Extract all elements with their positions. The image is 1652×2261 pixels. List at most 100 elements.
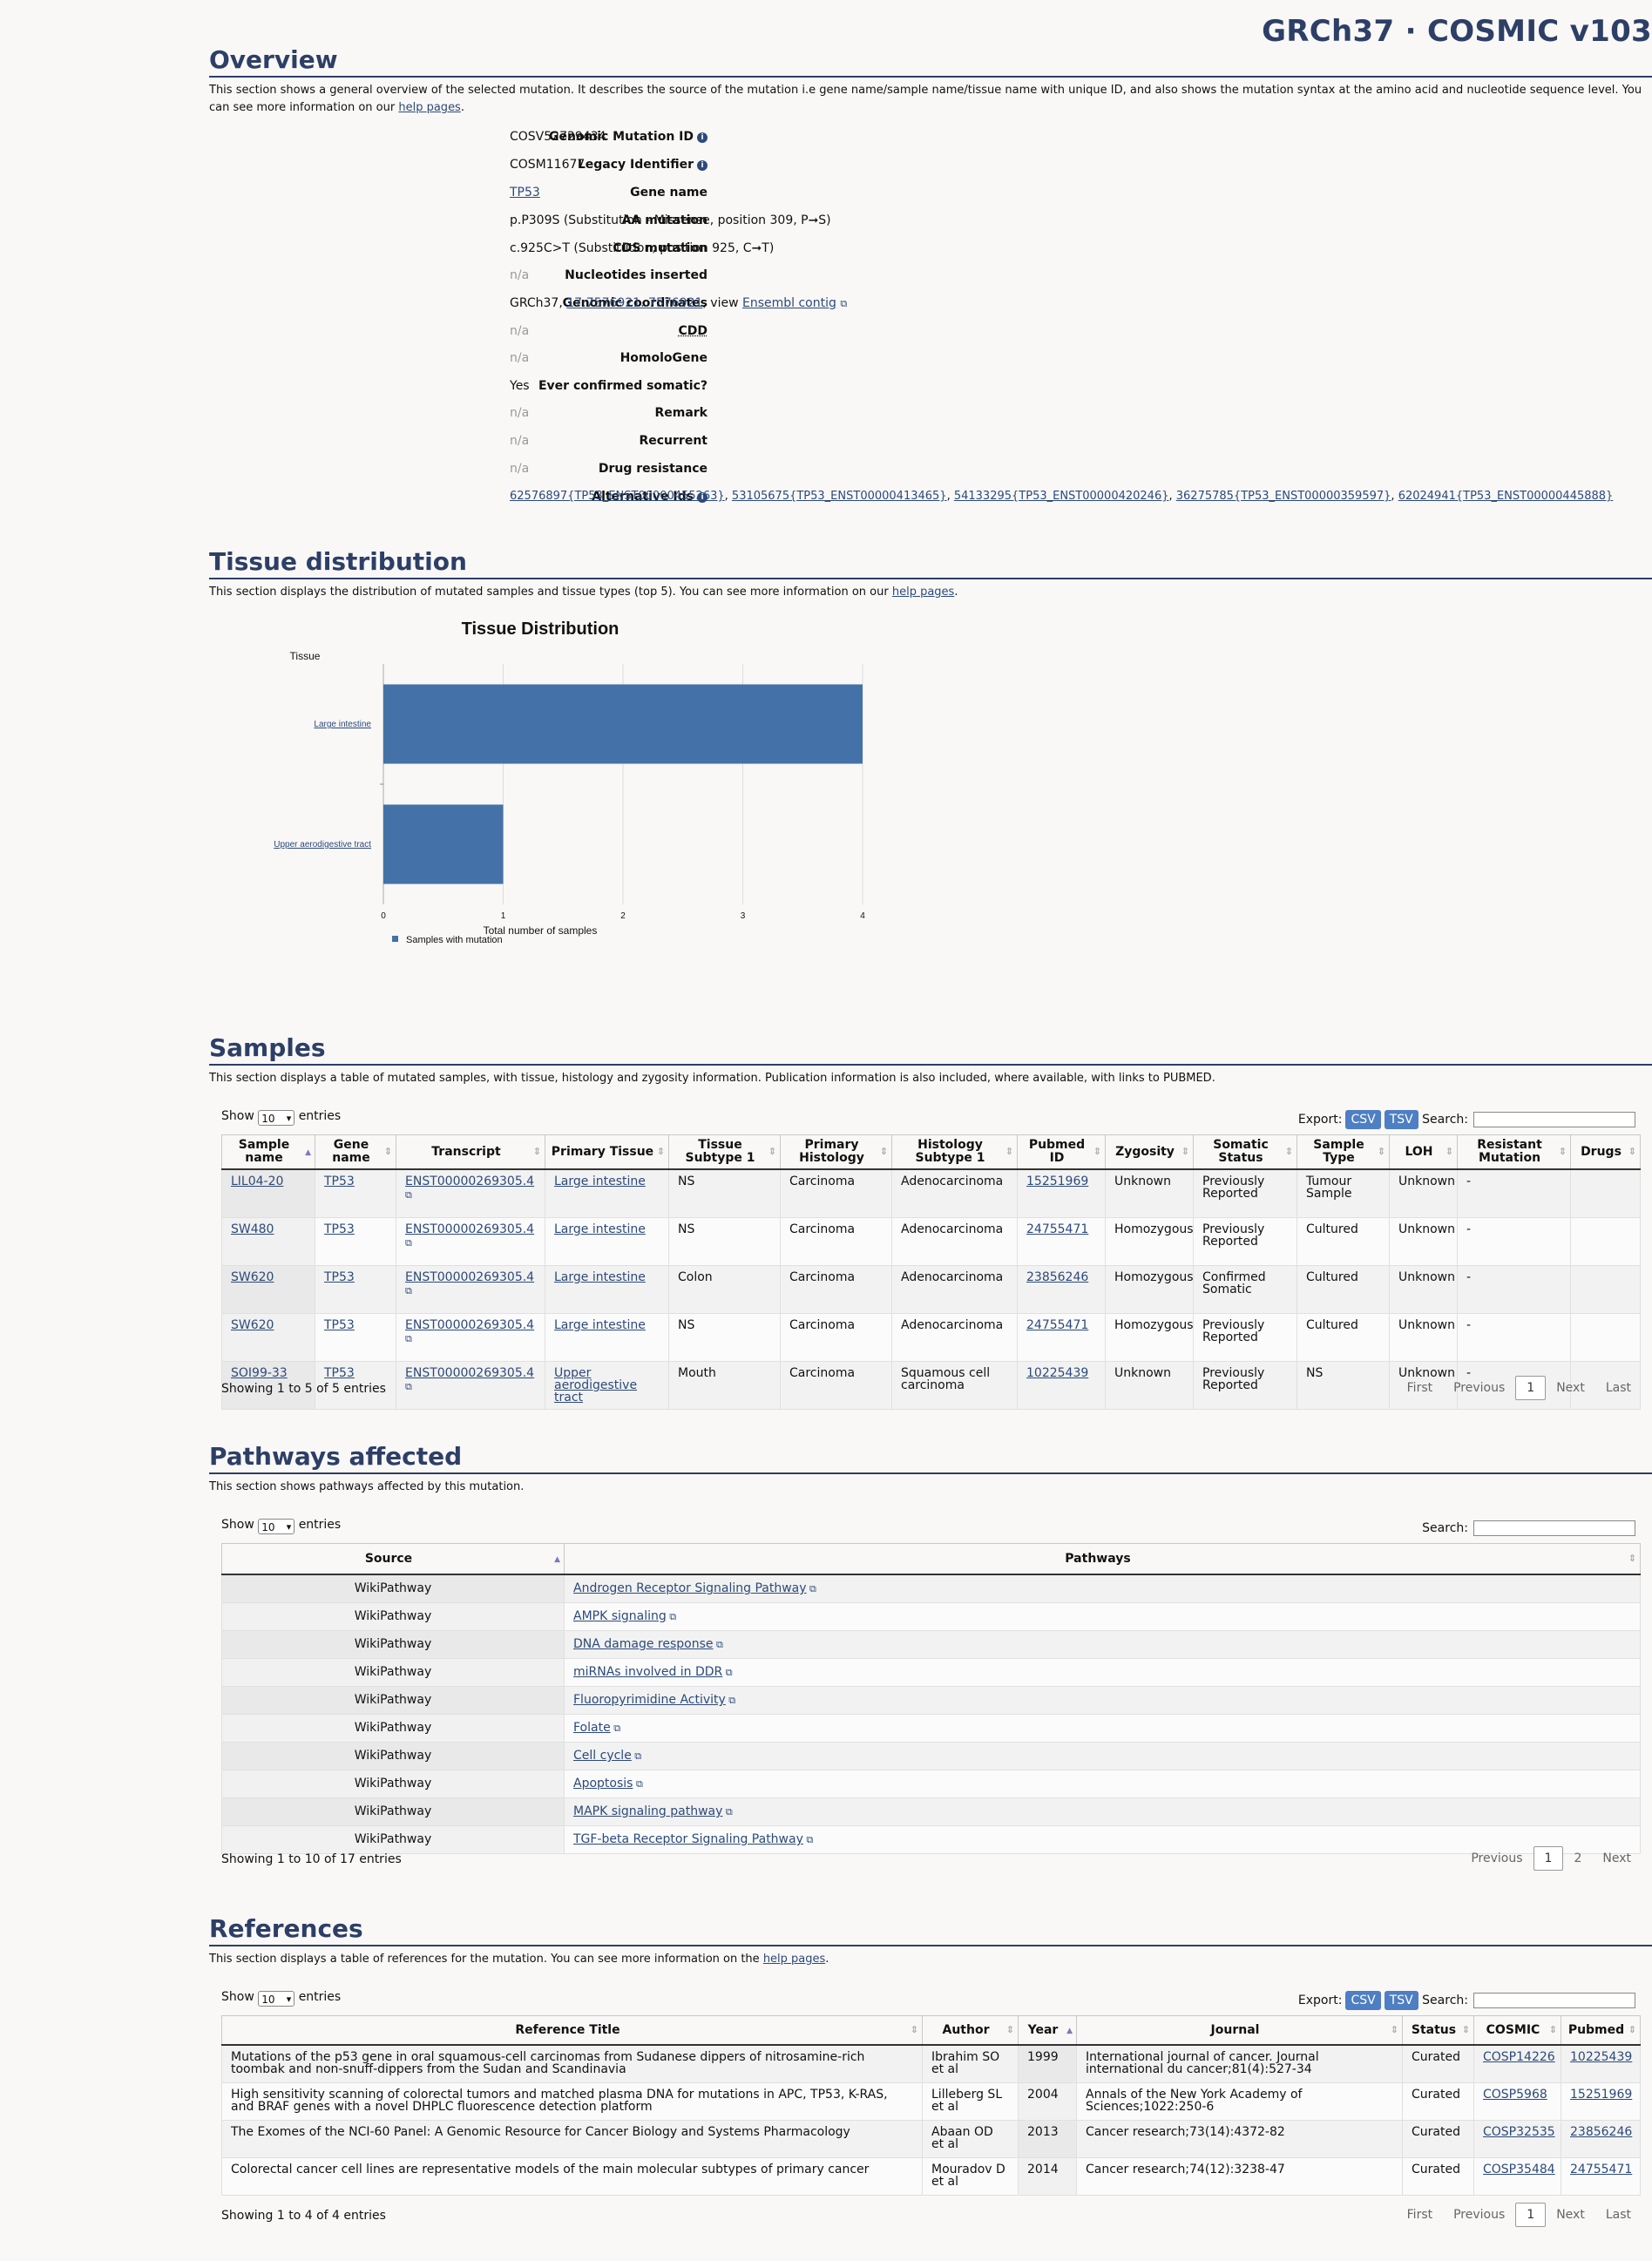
column-header[interactable]: Histology Subtype 1: [891, 1134, 1018, 1170]
column-header[interactable]: Year: [1018, 2015, 1077, 2046]
gene-name-link[interactable]: TP53: [324, 1222, 355, 1236]
pubmed-link[interactable]: 15251969: [1570, 2088, 1633, 2102]
column-header[interactable]: Journal: [1076, 2015, 1403, 2046]
pathway-link[interactable]: TGF-beta Receptor Signaling Pathway: [573, 1832, 803, 1846]
overview-help-link[interactable]: help pages: [398, 101, 461, 114]
column-header[interactable]: LOH: [1389, 1134, 1458, 1170]
column-header[interactable]: Reference Title: [221, 2015, 923, 2046]
cosmic-link[interactable]: COSP5968: [1483, 2088, 1547, 2102]
pathway-link[interactable]: Cell cycle: [573, 1749, 632, 1763]
sample-name-link[interactable]: SOI99-33: [231, 1366, 288, 1380]
primary-tissue-link[interactable]: Large intestine: [554, 1175, 646, 1188]
pager-last[interactable]: Last: [1605, 1381, 1631, 1395]
alternative-id-link[interactable]: 62024941{TP53_ENST00000445888}: [1398, 490, 1614, 503]
gene-name-link[interactable]: TP53: [324, 1270, 355, 1284]
transcript-link[interactable]: ENST00000269305.4: [405, 1366, 535, 1380]
references-page-size-select[interactable]: 10: [258, 1991, 295, 2007]
tissue-help-link[interactable]: help pages: [891, 586, 955, 599]
primary-tissue-link[interactable]: Large intestine: [554, 1318, 646, 1332]
column-header[interactable]: Somatic Status: [1193, 1134, 1297, 1170]
samples-page-size-select[interactable]: 10: [258, 1110, 295, 1127]
primary-tissue-link[interactable]: Large intestine: [554, 1222, 646, 1236]
samples-search-input[interactable]: [1473, 1112, 1635, 1127]
pubmed-link[interactable]: 23856246: [1570, 2125, 1633, 2139]
references-search-input[interactable]: [1473, 1993, 1635, 2008]
ensembl-contig-link[interactable]: Ensembl contig: [741, 296, 836, 310]
transcript-link[interactable]: ENST00000269305.4: [405, 1175, 535, 1188]
gene-name-link[interactable]: TP53: [324, 1175, 355, 1188]
pager-page-2[interactable]: 2: [1574, 1851, 1582, 1865]
pathway-link[interactable]: AMPK signaling: [573, 1609, 667, 1623]
category-label[interactable]: Upper aerodigestive tract: [274, 840, 371, 850]
pathways-search-input[interactable]: [1473, 1520, 1635, 1536]
pubmed-link[interactable]: 10225439: [1570, 2050, 1633, 2064]
pager-last[interactable]: Last: [1605, 2208, 1631, 2222]
coordinates-link[interactable]: 17:7576921..7576921: [566, 296, 703, 310]
column-header[interactable]: Source: [221, 1543, 565, 1575]
column-header[interactable]: Gene name: [315, 1134, 396, 1170]
pathway-link[interactable]: Folate: [573, 1721, 611, 1735]
info-icon[interactable]: i: [697, 492, 708, 503]
pager-previous[interactable]: Previous: [1453, 2208, 1506, 2222]
sample-name-link[interactable]: SW480: [231, 1222, 274, 1236]
primary-tissue-link[interactable]: Upper aerodigestive tract: [554, 1366, 638, 1405]
column-header[interactable]: Author: [922, 2015, 1019, 2046]
transcript-link[interactable]: ENST00000269305.4: [405, 1318, 535, 1332]
column-header[interactable]: Pubmed ID: [1017, 1134, 1106, 1170]
column-header[interactable]: Zygosity: [1105, 1134, 1194, 1170]
primary-tissue-link[interactable]: Large intestine: [554, 1270, 646, 1284]
pager-first[interactable]: First: [1406, 2208, 1433, 2222]
bar[interactable]: [383, 804, 504, 884]
pubmed-link[interactable]: 24755471: [1570, 2163, 1633, 2176]
cdd-label[interactable]: CDD: [678, 324, 708, 338]
alternative-id-link[interactable]: 36275785{TP53_ENST00000359597}: [1175, 490, 1391, 503]
column-header[interactable]: Primary Histology: [780, 1134, 892, 1170]
sample-name-link[interactable]: SW620: [231, 1270, 274, 1284]
column-header[interactable]: Sample Type: [1297, 1134, 1390, 1170]
cosmic-link[interactable]: COSP35484: [1483, 2163, 1555, 2176]
pathway-link[interactable]: Androgen Receptor Signaling Pathway: [573, 1581, 807, 1595]
transcript-link[interactable]: ENST00000269305.4: [405, 1222, 535, 1236]
info-icon[interactable]: i: [697, 132, 708, 143]
column-header[interactable]: Transcript: [396, 1134, 545, 1170]
sample-name-link[interactable]: LIL04-20: [231, 1175, 284, 1188]
column-header[interactable]: Primary Tissue: [545, 1134, 669, 1170]
pathway-link[interactable]: MAPK signaling pathway: [573, 1804, 723, 1818]
sample-name-link[interactable]: SW620: [231, 1318, 274, 1332]
pager-first[interactable]: First: [1406, 1381, 1433, 1395]
pubmed-link[interactable]: 10225439: [1026, 1366, 1089, 1380]
column-header[interactable]: Resistant Mutation: [1457, 1134, 1571, 1170]
bar[interactable]: [383, 684, 863, 764]
gene-name-link[interactable]: TP53: [510, 186, 540, 200]
pathway-link[interactable]: Apoptosis: [573, 1777, 633, 1791]
pubmed-link[interactable]: 15251969: [1026, 1175, 1089, 1188]
export-tsv-button[interactable]: TSV: [1384, 1110, 1418, 1129]
pathway-link[interactable]: Fluoropyrimidine Activity: [573, 1693, 726, 1707]
export-csv-button[interactable]: CSV: [1345, 1110, 1381, 1129]
column-header[interactable]: Sample name: [221, 1134, 315, 1170]
cosmic-link[interactable]: COSP32535: [1483, 2125, 1555, 2139]
export-tsv-button[interactable]: TSV: [1384, 1991, 1418, 2010]
cosmic-link[interactable]: COSP14226: [1483, 2050, 1555, 2064]
pathways-page-size-select[interactable]: 10: [258, 1519, 295, 1535]
column-header[interactable]: COSMIC: [1473, 2015, 1561, 2046]
export-csv-button[interactable]: CSV: [1345, 1991, 1381, 2010]
alternative-id-link[interactable]: 53105675{TP53_ENST00000413465}: [731, 490, 947, 503]
info-icon[interactable]: i: [697, 160, 708, 171]
pager-page-1[interactable]: 1: [1515, 2203, 1547, 2227]
pager-next[interactable]: Next: [1556, 2208, 1585, 2222]
references-help-link[interactable]: help pages: [762, 1953, 826, 1966]
pager-next[interactable]: Next: [1602, 1851, 1631, 1865]
column-header[interactable]: Pathways: [564, 1543, 1641, 1575]
pubmed-link[interactable]: 24755471: [1026, 1222, 1089, 1236]
transcript-link[interactable]: ENST00000269305.4: [405, 1270, 535, 1284]
pathway-link[interactable]: miRNAs involved in DDR: [573, 1665, 723, 1679]
gene-name-link[interactable]: TP53: [324, 1366, 355, 1380]
column-header[interactable]: Drugs: [1570, 1134, 1641, 1170]
pubmed-link[interactable]: 23856246: [1026, 1270, 1089, 1284]
alternative-id-link[interactable]: 54133295{TP53_ENST00000420246}: [953, 490, 1169, 503]
column-header[interactable]: Status: [1402, 2015, 1474, 2046]
pager-previous[interactable]: Previous: [1453, 1381, 1506, 1395]
category-label[interactable]: Large intestine: [314, 720, 371, 729]
column-header[interactable]: Tissue Subtype 1: [668, 1134, 781, 1170]
